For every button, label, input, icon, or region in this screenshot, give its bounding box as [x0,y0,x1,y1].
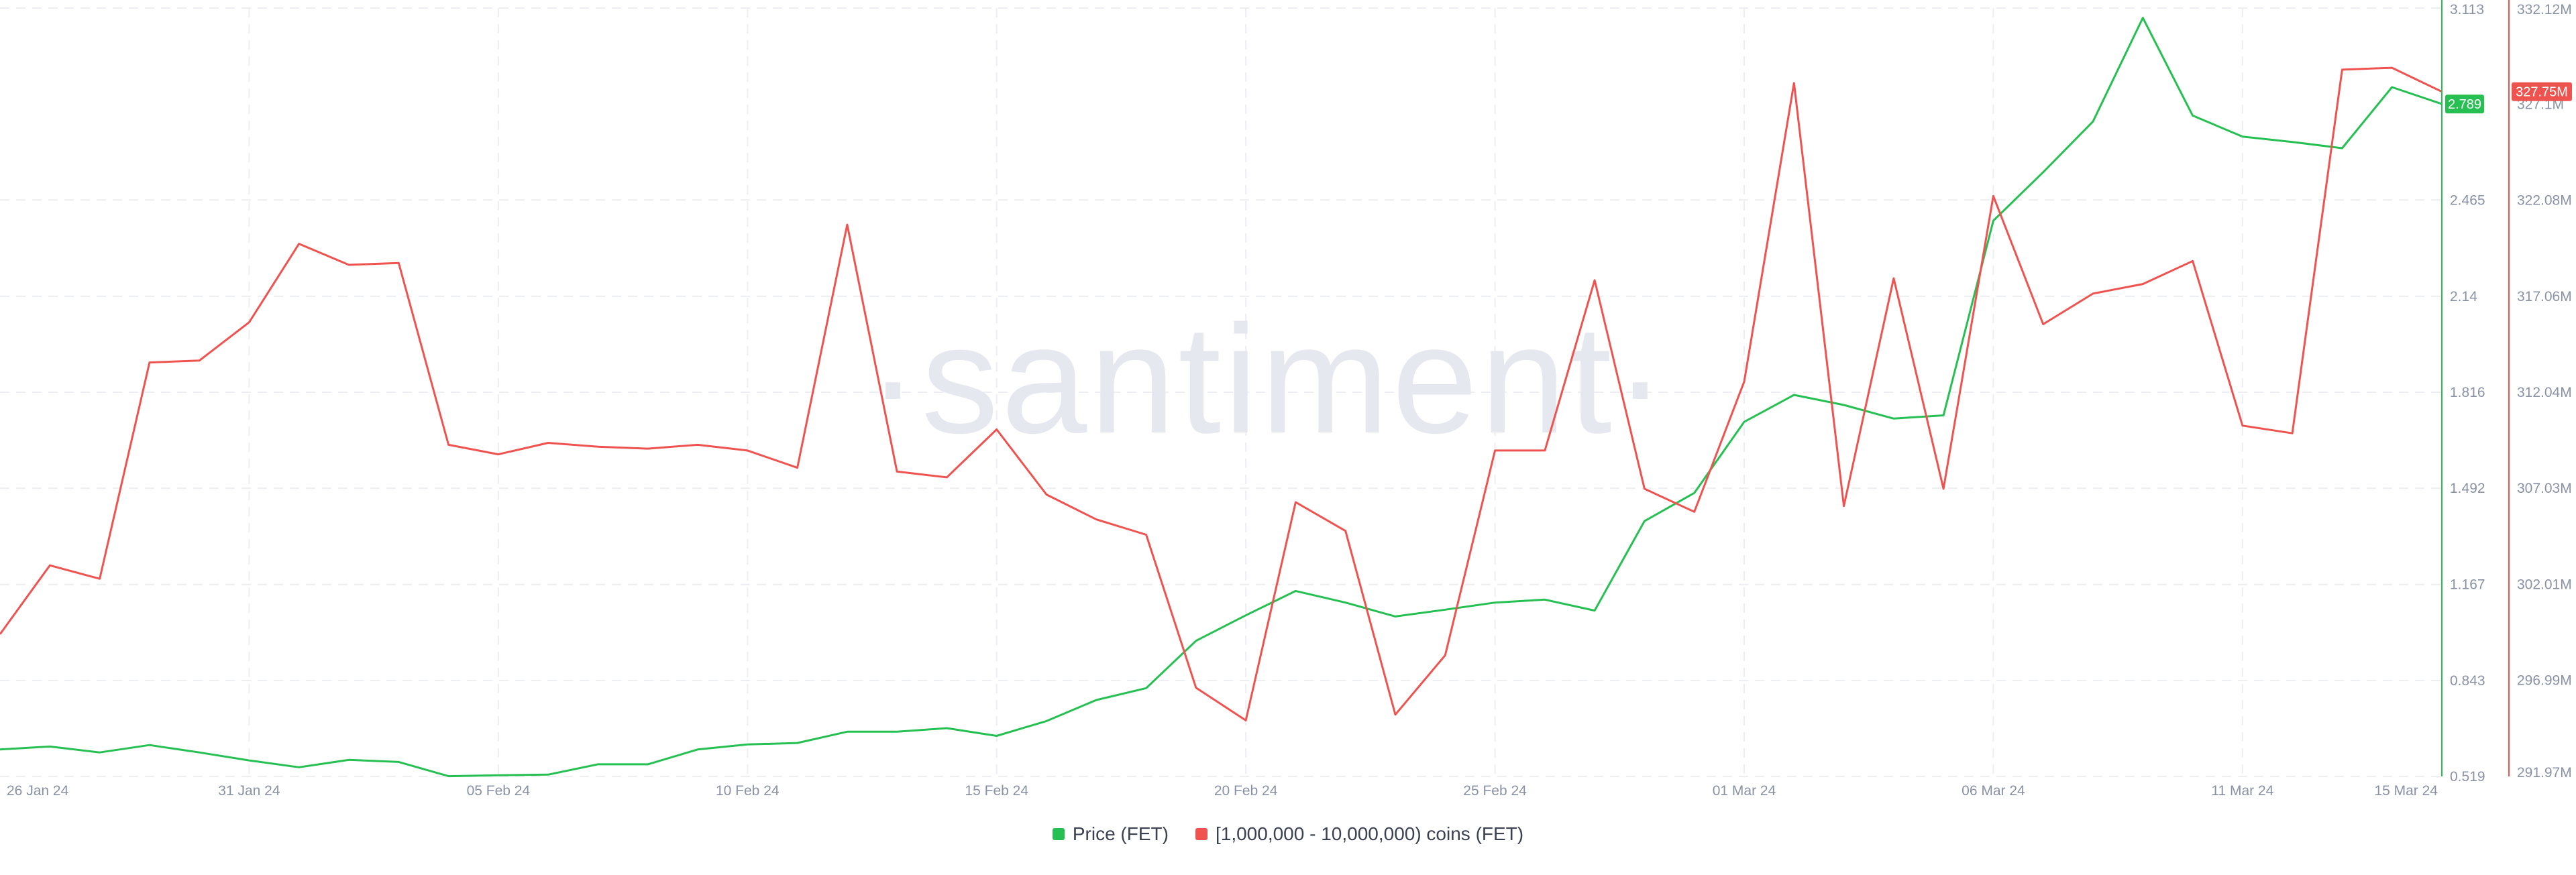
price-tick-label: 1.167 [2450,577,2485,593]
legend-item-holders[interactable]: [1,000,000 - 10,000,000) coins (FET) [1195,823,1523,845]
legend-swatch-holders [1195,828,1208,840]
x-tick-label: 11 Mar 24 [2211,783,2273,799]
price-tick-label: 2.465 [2450,192,2485,208]
legend-label-holders: [1,000,000 - 10,000,000) coins (FET) [1215,823,1524,844]
price-tick-label: 3.113 [2450,2,2484,17]
x-tick-label: 26 Jan 24 [7,783,69,799]
holders-current-badge [2512,82,2572,101]
holders-current-value: 327.75M [2516,85,2568,100]
x-tick-label: 10 Feb 24 [716,783,780,799]
price-tick-label: 1.492 [2450,481,2485,496]
price-tick-label: 2.14 [2450,289,2477,304]
x-tick-label: 15 Mar 24 [2374,783,2438,799]
holders-tick-label: 307.03M [2517,481,2572,496]
legend-swatch-price [1052,828,1065,840]
price-tick-label: 0.843 [2450,673,2485,689]
price-current-badge [2445,95,2484,114]
x-tick-label: 06 Mar 24 [1962,783,2025,799]
price-tick-label: 1.816 [2450,385,2485,400]
price-line [0,17,2443,778]
legend-item-price[interactable]: Price (FET) [1052,823,1169,845]
x-tick-label: 31 Jan 24 [218,783,280,799]
x-tick-label: 15 Feb 24 [965,783,1028,799]
legend: Price (FET) [1,000,000 - 10,000,000) coi… [0,823,2576,845]
x-tick-label: 20 Feb 24 [1214,783,1278,799]
holders-tick-label: 312.04M [2517,385,2572,400]
holders-line [0,66,2443,721]
holders-tick-label: 322.08M [2517,193,2572,209]
holders-tick-label: 302.01M [2517,577,2572,592]
holders-tick-label: 291.97M [2517,765,2572,780]
price-current-value: 2.789 [2448,97,2481,112]
legend-label-price: Price (FET) [1072,823,1169,844]
x-tick-label: 25 Feb 24 [1463,783,1527,799]
holders-tick-label: 317.06M [2517,289,2572,304]
holders-tick-label: 296.99M [2517,673,2572,689]
holders-tick-label: 332.12M [2517,2,2572,17]
watermark-logo: ·santiment· [867,293,1668,465]
x-tick-label: 05 Feb 24 [467,783,531,799]
x-tick-label: 01 Mar 24 [1713,783,1776,799]
price-tick-label: 0.519 [2450,769,2485,784]
